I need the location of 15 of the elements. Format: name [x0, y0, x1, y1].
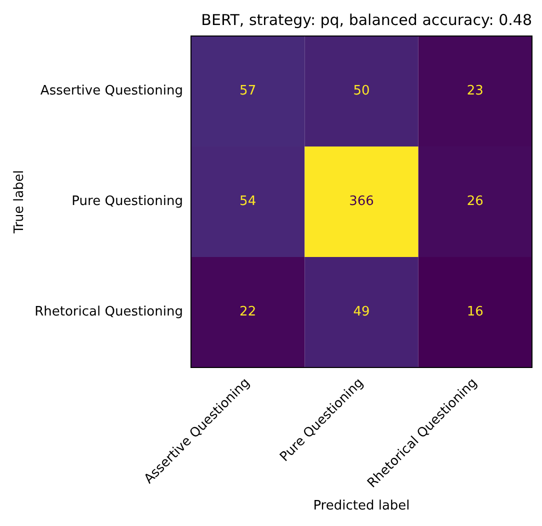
- y-axis-title: True label: [12, 170, 28, 234]
- y-tick-label: Rhetorical Questioning: [34, 304, 183, 320]
- x-axis-title: Predicted label: [313, 498, 410, 514]
- data-label: 366: [349, 194, 374, 210]
- data-label: 54: [240, 194, 256, 210]
- data-label: 22: [240, 304, 256, 320]
- data-label: 26: [466, 194, 484, 210]
- data-label: 16: [466, 304, 484, 320]
- data-label: 23: [466, 84, 484, 99]
- y-tick-label: Pure Questioning: [72, 194, 183, 210]
- chart-title: BERT, strategy: pq, balanced accuracy: 0.48: [201, 10, 532, 29]
- data-label: 57: [240, 84, 256, 99]
- data-label: 50: [353, 84, 370, 99]
- data-label: 49: [353, 304, 370, 320]
- y-tick-label: Assertive Questioning: [40, 84, 183, 99]
